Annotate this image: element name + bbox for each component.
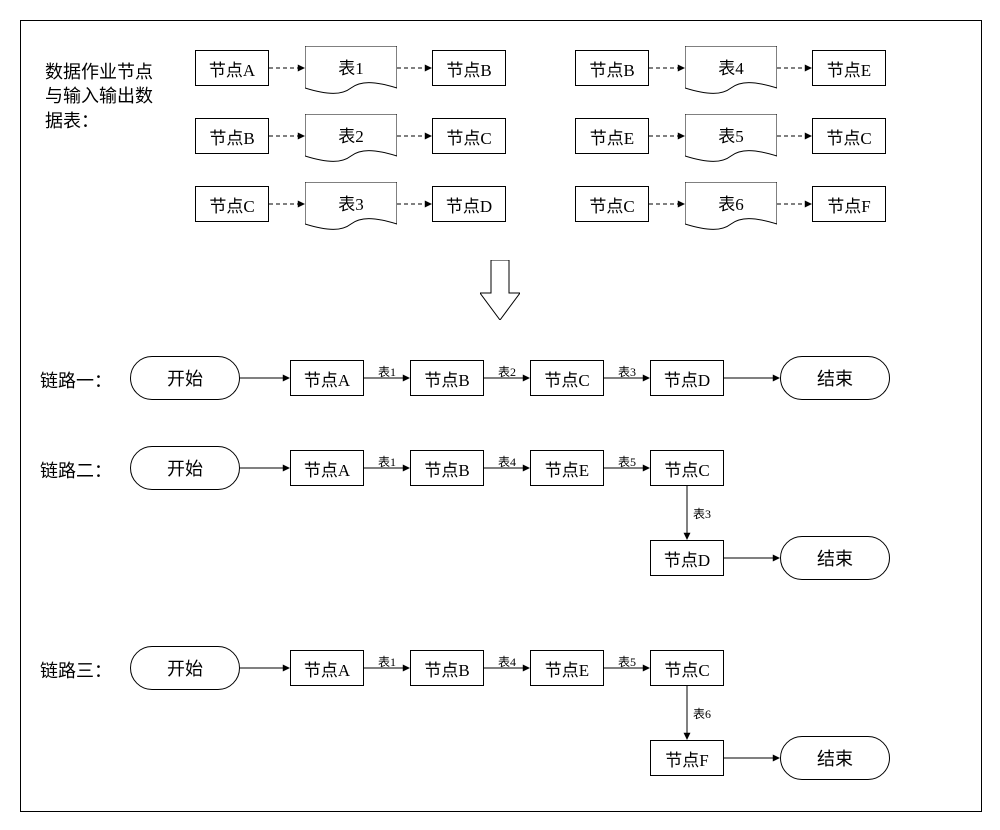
triple-1-src: 节点B xyxy=(575,50,649,86)
triple-3-table: 表5 xyxy=(685,114,777,162)
chain-0-arrow-end xyxy=(718,372,786,384)
triple-4-table: 表3 xyxy=(305,182,397,230)
triple-3-arrow1 xyxy=(643,130,691,142)
triple-0-src: 节点A xyxy=(195,50,269,86)
triple-4-arrow2 xyxy=(391,198,438,210)
chain-2-arrow-start xyxy=(234,662,296,674)
triple-2-dst: 节点C xyxy=(432,118,506,154)
chain-label-0: 链路一： xyxy=(40,367,112,393)
chain-label-1: 链路二： xyxy=(40,457,112,483)
triple-5-dst: 节点F xyxy=(812,186,886,222)
chain-2-drop-node: 节点F xyxy=(650,740,724,776)
chain-label-2: 链路三： xyxy=(40,657,112,683)
chain-2-drop-edge-label: 表6 xyxy=(693,705,711,722)
triple-4-src: 节点C xyxy=(195,186,269,222)
triple-0-table: 表1 xyxy=(305,46,397,94)
chain-2-node-1: 节点B xyxy=(410,650,484,686)
header-label: 数据作业节点与输入输出数据表： xyxy=(45,60,155,133)
triple-0-arrow2 xyxy=(391,62,438,74)
triple-2-arrow1 xyxy=(263,130,311,142)
chain-0-node-0: 节点A xyxy=(290,360,364,396)
triple-2-table: 表2 xyxy=(305,114,397,162)
chain-1-node-1: 节点B xyxy=(410,450,484,486)
chain-2-node-0: 节点A xyxy=(290,650,364,686)
chain-1-arrow-start xyxy=(234,462,296,474)
chain-0-end: 结束 xyxy=(780,356,890,400)
chain-0-arrow-start xyxy=(234,372,296,384)
chain-2-start: 开始 xyxy=(130,646,240,690)
triple-5-arrow1 xyxy=(643,198,691,210)
chain-1-drop-arrow xyxy=(681,480,693,546)
chain-0-node-3: 节点D xyxy=(650,360,724,396)
chain-1-edge-label-2: 表5 xyxy=(613,453,641,470)
chain-2-drop-end: 结束 xyxy=(780,736,890,780)
chain-0-edge-label-2: 表3 xyxy=(613,363,641,380)
triple-4-dst: 节点D xyxy=(432,186,506,222)
chain-0-node-1: 节点B xyxy=(410,360,484,396)
chain-0-edge-label-0: 表1 xyxy=(373,363,401,380)
chain-1-drop-arrow-end xyxy=(718,552,786,564)
triple-5-src: 节点C xyxy=(575,186,649,222)
chain-2-drop-arrow xyxy=(681,680,693,746)
triple-1-arrow2 xyxy=(771,62,818,74)
triple-0-dst: 节点B xyxy=(432,50,506,86)
chain-1-drop-end: 结束 xyxy=(780,536,890,580)
chain-2-node-2: 节点E xyxy=(530,650,604,686)
chain-2-edge-label-0: 表1 xyxy=(373,653,401,670)
big-down-arrow xyxy=(480,260,520,320)
triple-5-table: 表6 xyxy=(685,182,777,230)
chain-0-edge-label-1: 表2 xyxy=(493,363,521,380)
chain-1-edge-label-1: 表4 xyxy=(493,453,521,470)
chain-1-drop-node: 节点D xyxy=(650,540,724,576)
triple-3-src: 节点E xyxy=(575,118,649,154)
triple-4-arrow1 xyxy=(263,198,311,210)
chain-2-edge-label-1: 表4 xyxy=(493,653,521,670)
chain-0-start: 开始 xyxy=(130,356,240,400)
triple-5-arrow2 xyxy=(771,198,818,210)
triple-3-dst: 节点C xyxy=(812,118,886,154)
triple-1-arrow1 xyxy=(643,62,691,74)
chain-1-start: 开始 xyxy=(130,446,240,490)
chain-0-node-2: 节点C xyxy=(530,360,604,396)
triple-1-dst: 节点E xyxy=(812,50,886,86)
chain-1-drop-edge-label: 表3 xyxy=(693,505,711,522)
triple-2-arrow2 xyxy=(391,130,438,142)
triple-0-arrow1 xyxy=(263,62,311,74)
chain-1-node-2: 节点E xyxy=(530,450,604,486)
chain-1-node-0: 节点A xyxy=(290,450,364,486)
chain-2-drop-arrow-end xyxy=(718,752,786,764)
triple-1-table: 表4 xyxy=(685,46,777,94)
triple-2-src: 节点B xyxy=(195,118,269,154)
chain-2-edge-label-2: 表5 xyxy=(613,653,641,670)
triple-3-arrow2 xyxy=(771,130,818,142)
chain-1-edge-label-0: 表1 xyxy=(373,453,401,470)
